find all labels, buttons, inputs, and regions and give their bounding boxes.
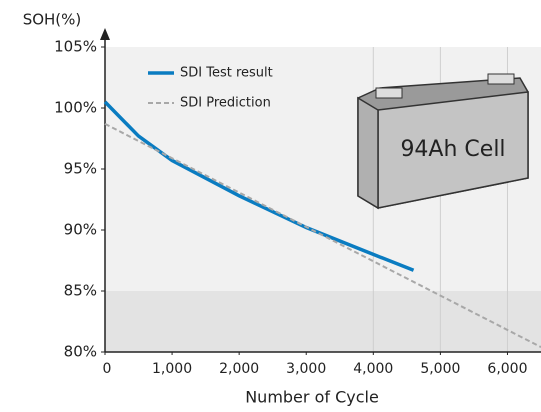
- cell-terminal: [487, 73, 515, 85]
- x-tick-label: 5,000: [420, 361, 460, 377]
- x-tick-label: 1,000: [152, 361, 192, 377]
- y-tick-label: 85%: [64, 282, 97, 300]
- y-axis-title: SOH(%): [23, 11, 82, 29]
- series-line: [103, 100, 415, 272]
- x-tick-label: 0: [103, 361, 112, 377]
- cell-side: [357, 96, 379, 210]
- cell-terminal: [375, 87, 403, 99]
- x-tick-label: 3,000: [286, 361, 326, 377]
- y-tick-label: 80%: [64, 343, 97, 361]
- shaded-zone: [105, 291, 541, 352]
- x-tick-label: 2,000: [219, 361, 259, 377]
- y-tick-label: 90%: [64, 221, 97, 239]
- x-tick-label: 6,000: [487, 361, 527, 377]
- cell-label: 94Ah Cell: [400, 137, 505, 162]
- y-tick-label: 105%: [54, 38, 97, 56]
- series-line: [104, 122, 541, 349]
- legend-label: SDI Test result: [180, 66, 273, 81]
- y-tick-label: 100%: [54, 99, 97, 117]
- x-tick-label: 4,000: [353, 361, 393, 377]
- x-axis-title: Number of Cycle: [245, 388, 379, 407]
- cell-illustration: 94Ah Cell: [357, 73, 529, 210]
- y-tick-label: 95%: [64, 160, 97, 178]
- y-axis-arrow: [100, 28, 110, 40]
- legend-label: SDI Prediction: [180, 96, 271, 111]
